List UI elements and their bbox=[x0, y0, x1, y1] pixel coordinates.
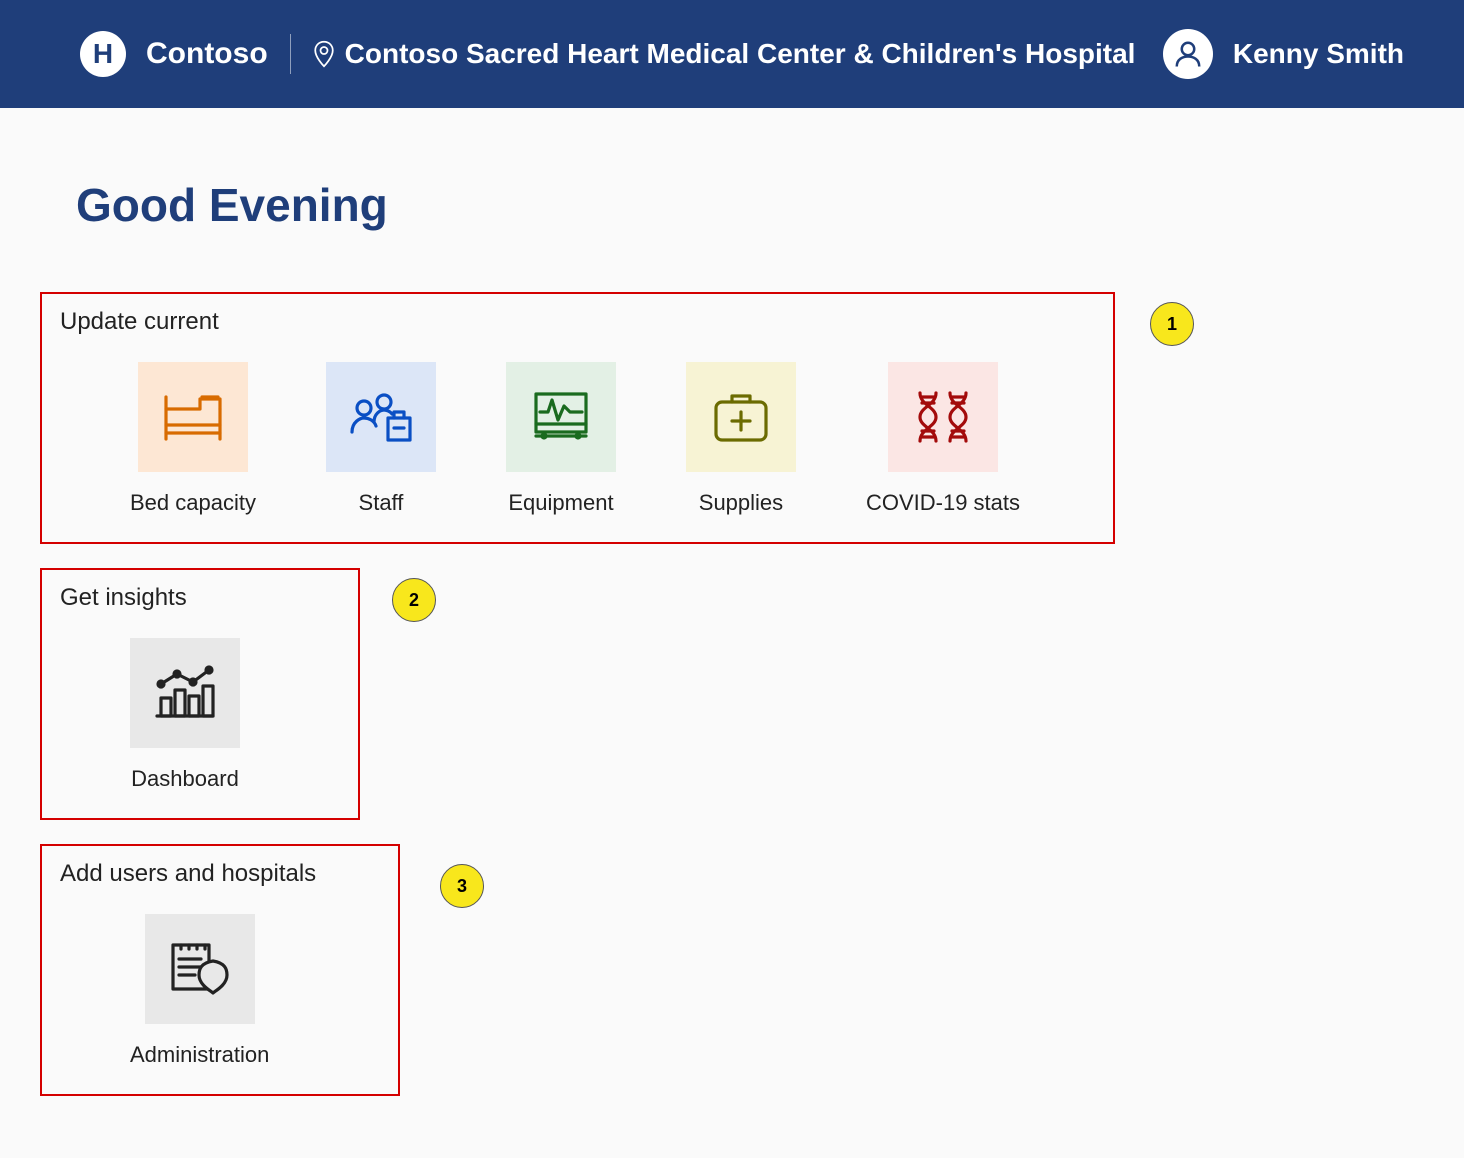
section-title: Add users and hospitals bbox=[60, 860, 368, 888]
tile-label: Supplies bbox=[699, 490, 783, 516]
section-title: Get insights bbox=[60, 584, 328, 612]
tile-label: Administration bbox=[130, 1042, 269, 1068]
greeting-title: Good Evening bbox=[76, 178, 1424, 232]
annotation-callout-3: 3 bbox=[440, 864, 484, 908]
section-get-insights: Get insights bbox=[40, 568, 1424, 820]
brand-logo: H bbox=[80, 31, 126, 77]
tile-covid-stats[interactable]: COVID-19 stats bbox=[866, 362, 1020, 516]
user-avatar-icon bbox=[1163, 29, 1213, 79]
admin-icon bbox=[145, 914, 255, 1024]
tile-dashboard[interactable]: Dashboard bbox=[130, 638, 240, 792]
brand-name: Contoso bbox=[146, 37, 268, 71]
tile-bed-capacity[interactable]: Bed capacity bbox=[130, 362, 256, 516]
supplies-icon bbox=[686, 362, 796, 472]
tile-staff[interactable]: Staff bbox=[326, 362, 436, 516]
header-divider bbox=[290, 34, 291, 74]
covid-icon bbox=[888, 362, 998, 472]
tile-equipment[interactable]: Equipment bbox=[506, 362, 616, 516]
location-pin-icon bbox=[313, 40, 335, 68]
annotation-callout-2: 2 bbox=[392, 578, 436, 622]
tile-administration[interactable]: Administration bbox=[130, 914, 269, 1068]
annotation-callout-1: 1 bbox=[1150, 302, 1194, 346]
tile-supplies[interactable]: Supplies bbox=[686, 362, 796, 516]
tile-label: COVID-19 stats bbox=[866, 490, 1020, 516]
app-header: H Contoso Contoso Sacred Heart Medical C… bbox=[0, 0, 1464, 108]
main-content: Good Evening Update current bbox=[0, 108, 1464, 1158]
section-title: Update current bbox=[60, 308, 1083, 336]
section-update-current: Update current Bed capacity bbox=[40, 292, 1424, 544]
user-menu[interactable]: Kenny Smith bbox=[1163, 29, 1404, 79]
equipment-icon bbox=[506, 362, 616, 472]
tile-label: Staff bbox=[359, 490, 404, 516]
location-name: Contoso Sacred Heart Medical Center & Ch… bbox=[345, 38, 1136, 70]
dashboard-icon bbox=[130, 638, 240, 748]
tile-label: Dashboard bbox=[131, 766, 239, 792]
tile-label: Bed capacity bbox=[130, 490, 256, 516]
staff-icon bbox=[326, 362, 436, 472]
user-name-label: Kenny Smith bbox=[1233, 38, 1404, 70]
location-selector[interactable]: Contoso Sacred Heart Medical Center & Ch… bbox=[313, 38, 1163, 70]
bed-icon bbox=[138, 362, 248, 472]
tile-label: Equipment bbox=[508, 490, 613, 516]
section-add-users-hospitals: Add users and hospitals Administration bbox=[40, 844, 1424, 1096]
